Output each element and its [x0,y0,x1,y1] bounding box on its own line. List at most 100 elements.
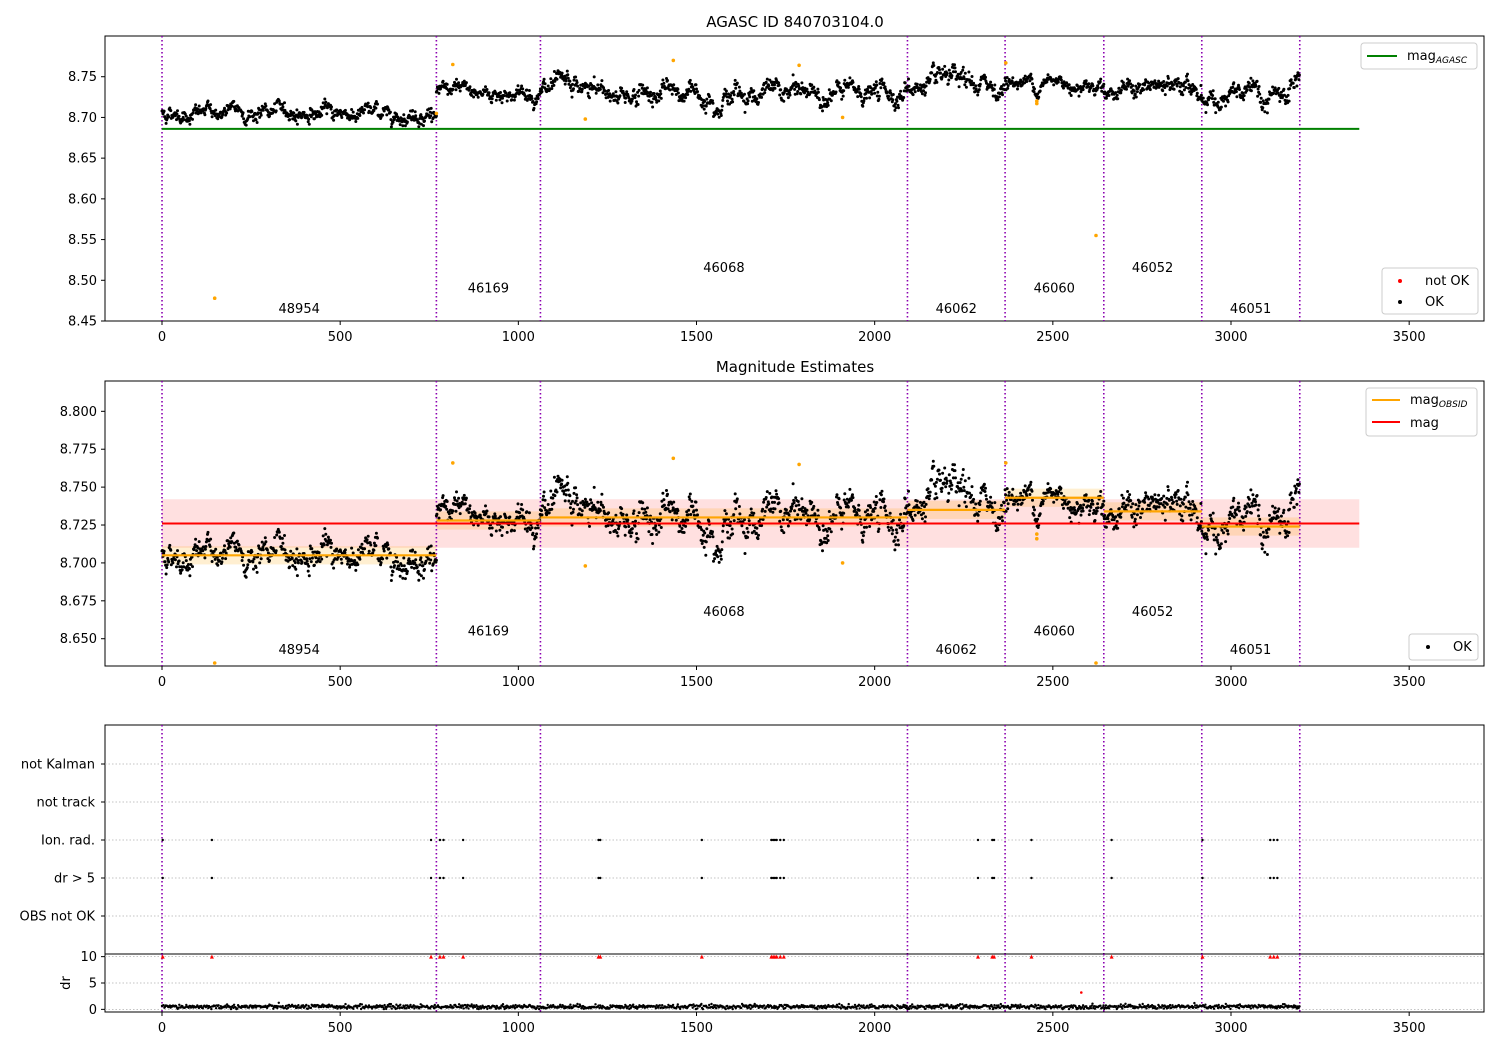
plot-frame [104,35,1485,322]
data-point-ok [1294,487,1298,491]
data-point-ok [485,509,489,513]
data-point-ok [602,505,605,509]
data-point-ok [283,101,286,105]
data-point-ok [294,567,298,571]
data-point-ok [840,97,844,101]
data-point-ok [787,513,791,517]
data-point-ok [859,92,863,96]
data-point-ok [797,503,801,507]
data-point-ok [600,492,604,496]
data-point-ok [887,528,891,532]
data-point-ok [356,116,360,120]
data-point-ok [970,493,973,497]
data-point-ok [572,491,576,495]
data-point-ok [412,118,416,122]
data-point-ok [997,95,1001,99]
data-point-ok [1161,89,1165,93]
data-point-ok [542,77,546,81]
y-tick-label: 8.65 [68,152,97,167]
data-point-ok [624,525,628,529]
data-point-ok [1216,533,1220,537]
data-point-ok [624,96,628,100]
data-point-ok [499,515,502,519]
data-point-ok [599,500,603,504]
data-point-ok [521,508,525,512]
data-point-ok [678,524,682,528]
data-point-ok [487,515,491,519]
data-point-ok [587,84,591,88]
data-point-ok [293,561,297,565]
data-point-ok [605,92,609,96]
data-point-ok [891,518,895,522]
data-point-ok [1121,496,1125,500]
data-point-ok [1206,538,1209,541]
data-point-ok [252,119,255,123]
data-point-ok [419,556,423,560]
data-point-ok [540,509,543,513]
flag-point [442,876,445,880]
data-point-ok [765,490,769,494]
dr-point-ok [214,1007,218,1010]
obsid-label: 48954 [279,302,320,317]
data-point-ok [1088,509,1092,513]
data-point-ok [1020,501,1024,505]
data-point-ok [369,543,373,547]
data-point-ok [662,503,666,507]
data-point-ok [464,496,468,500]
data-point-ok [899,512,903,516]
data-point-ok [329,538,332,542]
data-point-ok [258,561,262,565]
data-point-ok [880,77,884,81]
data-point-ok [878,498,882,502]
data-point-ok [1172,87,1176,91]
data-point-ok [658,89,662,93]
data-point-ok [652,92,656,95]
data-point-ok [720,104,724,108]
data-point-ok [419,113,423,117]
data-point-ok [689,89,693,93]
data-point-ok [978,503,982,507]
flag-category-label: dr > 5 [54,872,95,887]
data-point-ok [1091,84,1095,88]
data-point-ok [1011,487,1015,491]
data-point-ok [1256,94,1260,98]
data-point-ok [873,506,877,510]
data-point-ok [643,507,647,511]
data-point-ok [746,102,750,106]
data-point-ok [295,547,299,551]
data-point-ok [325,112,329,116]
data-point-ok [429,114,433,118]
data-point-ok [468,504,472,508]
data-point-ok [875,501,879,504]
data-point-ok [1032,505,1035,509]
data-point-ok [464,81,468,85]
data-point-ok [175,565,178,569]
data-point-ok [839,86,843,90]
data-point-ok [1005,76,1009,79]
data-point-ok [803,91,806,95]
data-point-ok [627,525,631,528]
data-point-ok [289,109,293,113]
data-point-ok [1170,495,1173,499]
data-point-ok [794,85,798,89]
data-point-ok [1030,489,1034,493]
data-point-ok [1135,90,1139,94]
data-point-ok [1226,529,1230,533]
data-point-ok [445,82,449,86]
flag-point [1030,838,1033,842]
data-point-outlier [451,461,455,465]
data-point-ok [259,113,263,117]
data-point-ok [1132,525,1136,529]
data-point-ok [580,513,584,517]
data-point-ok [712,559,715,563]
data-point-ok [1267,97,1271,101]
data-point-ok [953,469,957,473]
data-point-ok [204,107,208,111]
data-point-ok [1186,79,1190,83]
legend-label-ok: OK [1453,640,1472,655]
data-point-ok [1025,80,1029,83]
data-point-ok [654,98,658,102]
data-point-ok [1002,501,1006,505]
data-point-ok [592,75,596,79]
data-point-ok [812,504,816,508]
